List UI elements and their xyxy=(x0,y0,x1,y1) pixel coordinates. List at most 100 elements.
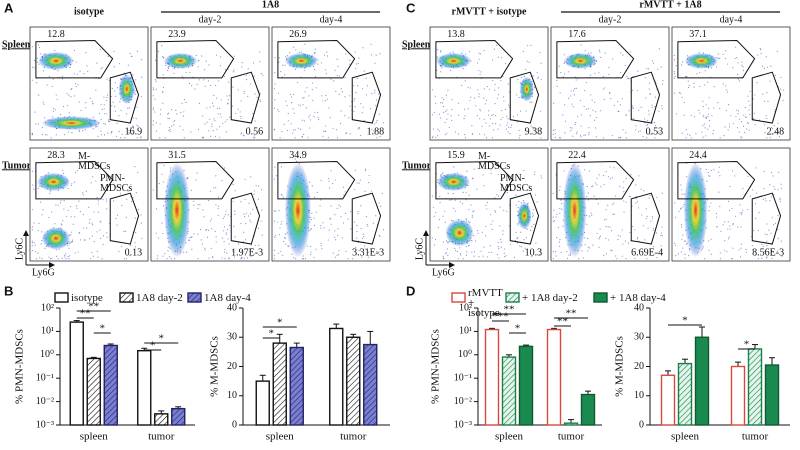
event-dot xyxy=(68,247,70,249)
event-dot xyxy=(587,246,589,248)
event-dot xyxy=(521,76,523,79)
event-dot xyxy=(247,67,249,70)
event-dot xyxy=(782,99,784,102)
event-dot xyxy=(366,223,368,226)
density-blob xyxy=(519,76,534,102)
event-dot xyxy=(494,89,496,91)
event-dot xyxy=(604,52,606,54)
event-dot xyxy=(779,88,782,90)
event-dot xyxy=(164,137,166,139)
event-dot xyxy=(240,100,242,102)
event-dot xyxy=(219,113,222,115)
event-dot xyxy=(473,210,475,212)
event-dot xyxy=(485,137,488,139)
event-dot xyxy=(380,205,382,207)
event-dot xyxy=(704,84,706,86)
event-dot xyxy=(317,63,319,65)
event-dot xyxy=(36,61,39,63)
event-dot xyxy=(683,102,685,104)
event-dot xyxy=(287,112,289,115)
event-dot xyxy=(308,116,310,118)
event-dot xyxy=(568,254,570,256)
event-dot xyxy=(754,254,757,256)
event-dot xyxy=(322,135,324,137)
event-dot xyxy=(765,200,767,202)
event-dot xyxy=(167,67,169,70)
event-dot xyxy=(242,231,245,233)
event-dot xyxy=(31,132,33,134)
density-blob xyxy=(684,52,719,69)
event-dot xyxy=(136,124,138,126)
event-dot xyxy=(96,62,98,64)
event-dot xyxy=(614,195,617,197)
event-dot xyxy=(754,124,756,126)
event-dot xyxy=(85,107,87,109)
event-dot xyxy=(110,95,112,98)
event-dot xyxy=(338,204,340,206)
event-dot xyxy=(71,231,73,233)
event-dot xyxy=(323,130,325,132)
event-dot xyxy=(241,62,243,64)
event-dot xyxy=(457,102,460,104)
event-dot xyxy=(91,251,93,254)
event-dot xyxy=(552,220,554,223)
event-dot xyxy=(82,130,84,132)
event-dot xyxy=(446,132,448,134)
event-dot xyxy=(293,112,295,114)
event-dot xyxy=(212,130,214,132)
event-dot xyxy=(273,258,275,260)
event-dot xyxy=(572,106,574,108)
event-dot xyxy=(519,110,522,112)
event-dot xyxy=(360,103,362,105)
event-dot xyxy=(764,197,766,199)
event-dot xyxy=(282,196,284,199)
event-dot xyxy=(252,62,255,64)
event-dot xyxy=(258,185,260,187)
event-dot xyxy=(531,255,533,258)
event-dot xyxy=(302,97,304,99)
event-dot xyxy=(435,136,437,139)
event-dot xyxy=(74,216,76,218)
event-dot xyxy=(673,202,676,204)
event-dot xyxy=(38,94,40,96)
event-dot xyxy=(300,51,302,53)
event-dot xyxy=(348,117,350,119)
event-dot xyxy=(567,71,570,73)
event-dot xyxy=(445,252,448,254)
event-dot xyxy=(209,84,212,87)
event-dot xyxy=(498,257,500,259)
event-dot xyxy=(342,222,345,224)
event-dot xyxy=(764,233,766,235)
event-dot xyxy=(374,123,376,125)
event-dot xyxy=(106,94,109,96)
event-dot xyxy=(128,129,130,132)
event-dot xyxy=(313,116,315,118)
event-dot xyxy=(765,56,767,58)
event-dot xyxy=(324,125,327,127)
event-dot xyxy=(774,131,776,133)
event-dot xyxy=(433,112,435,114)
event-dot xyxy=(259,100,262,102)
event-dot xyxy=(781,255,783,257)
event-dot xyxy=(554,136,556,138)
event-dot xyxy=(73,73,75,75)
event-dot xyxy=(778,171,780,173)
gate-value: 24.4 xyxy=(689,150,707,161)
event-dot xyxy=(734,57,736,60)
event-dot xyxy=(36,57,38,59)
event-dot xyxy=(763,250,766,252)
event-dot xyxy=(324,130,326,132)
event-dot xyxy=(623,191,625,193)
event-dot xyxy=(522,50,524,53)
event-dot xyxy=(214,230,216,232)
event-dot xyxy=(479,118,481,120)
event-dot xyxy=(477,168,479,170)
event-dot xyxy=(702,114,704,116)
plot-frame xyxy=(671,26,791,141)
event-dot xyxy=(770,133,772,135)
event-dot xyxy=(758,211,760,214)
event-dot xyxy=(274,56,276,59)
event-dot xyxy=(67,131,70,133)
event-dot xyxy=(494,83,496,86)
